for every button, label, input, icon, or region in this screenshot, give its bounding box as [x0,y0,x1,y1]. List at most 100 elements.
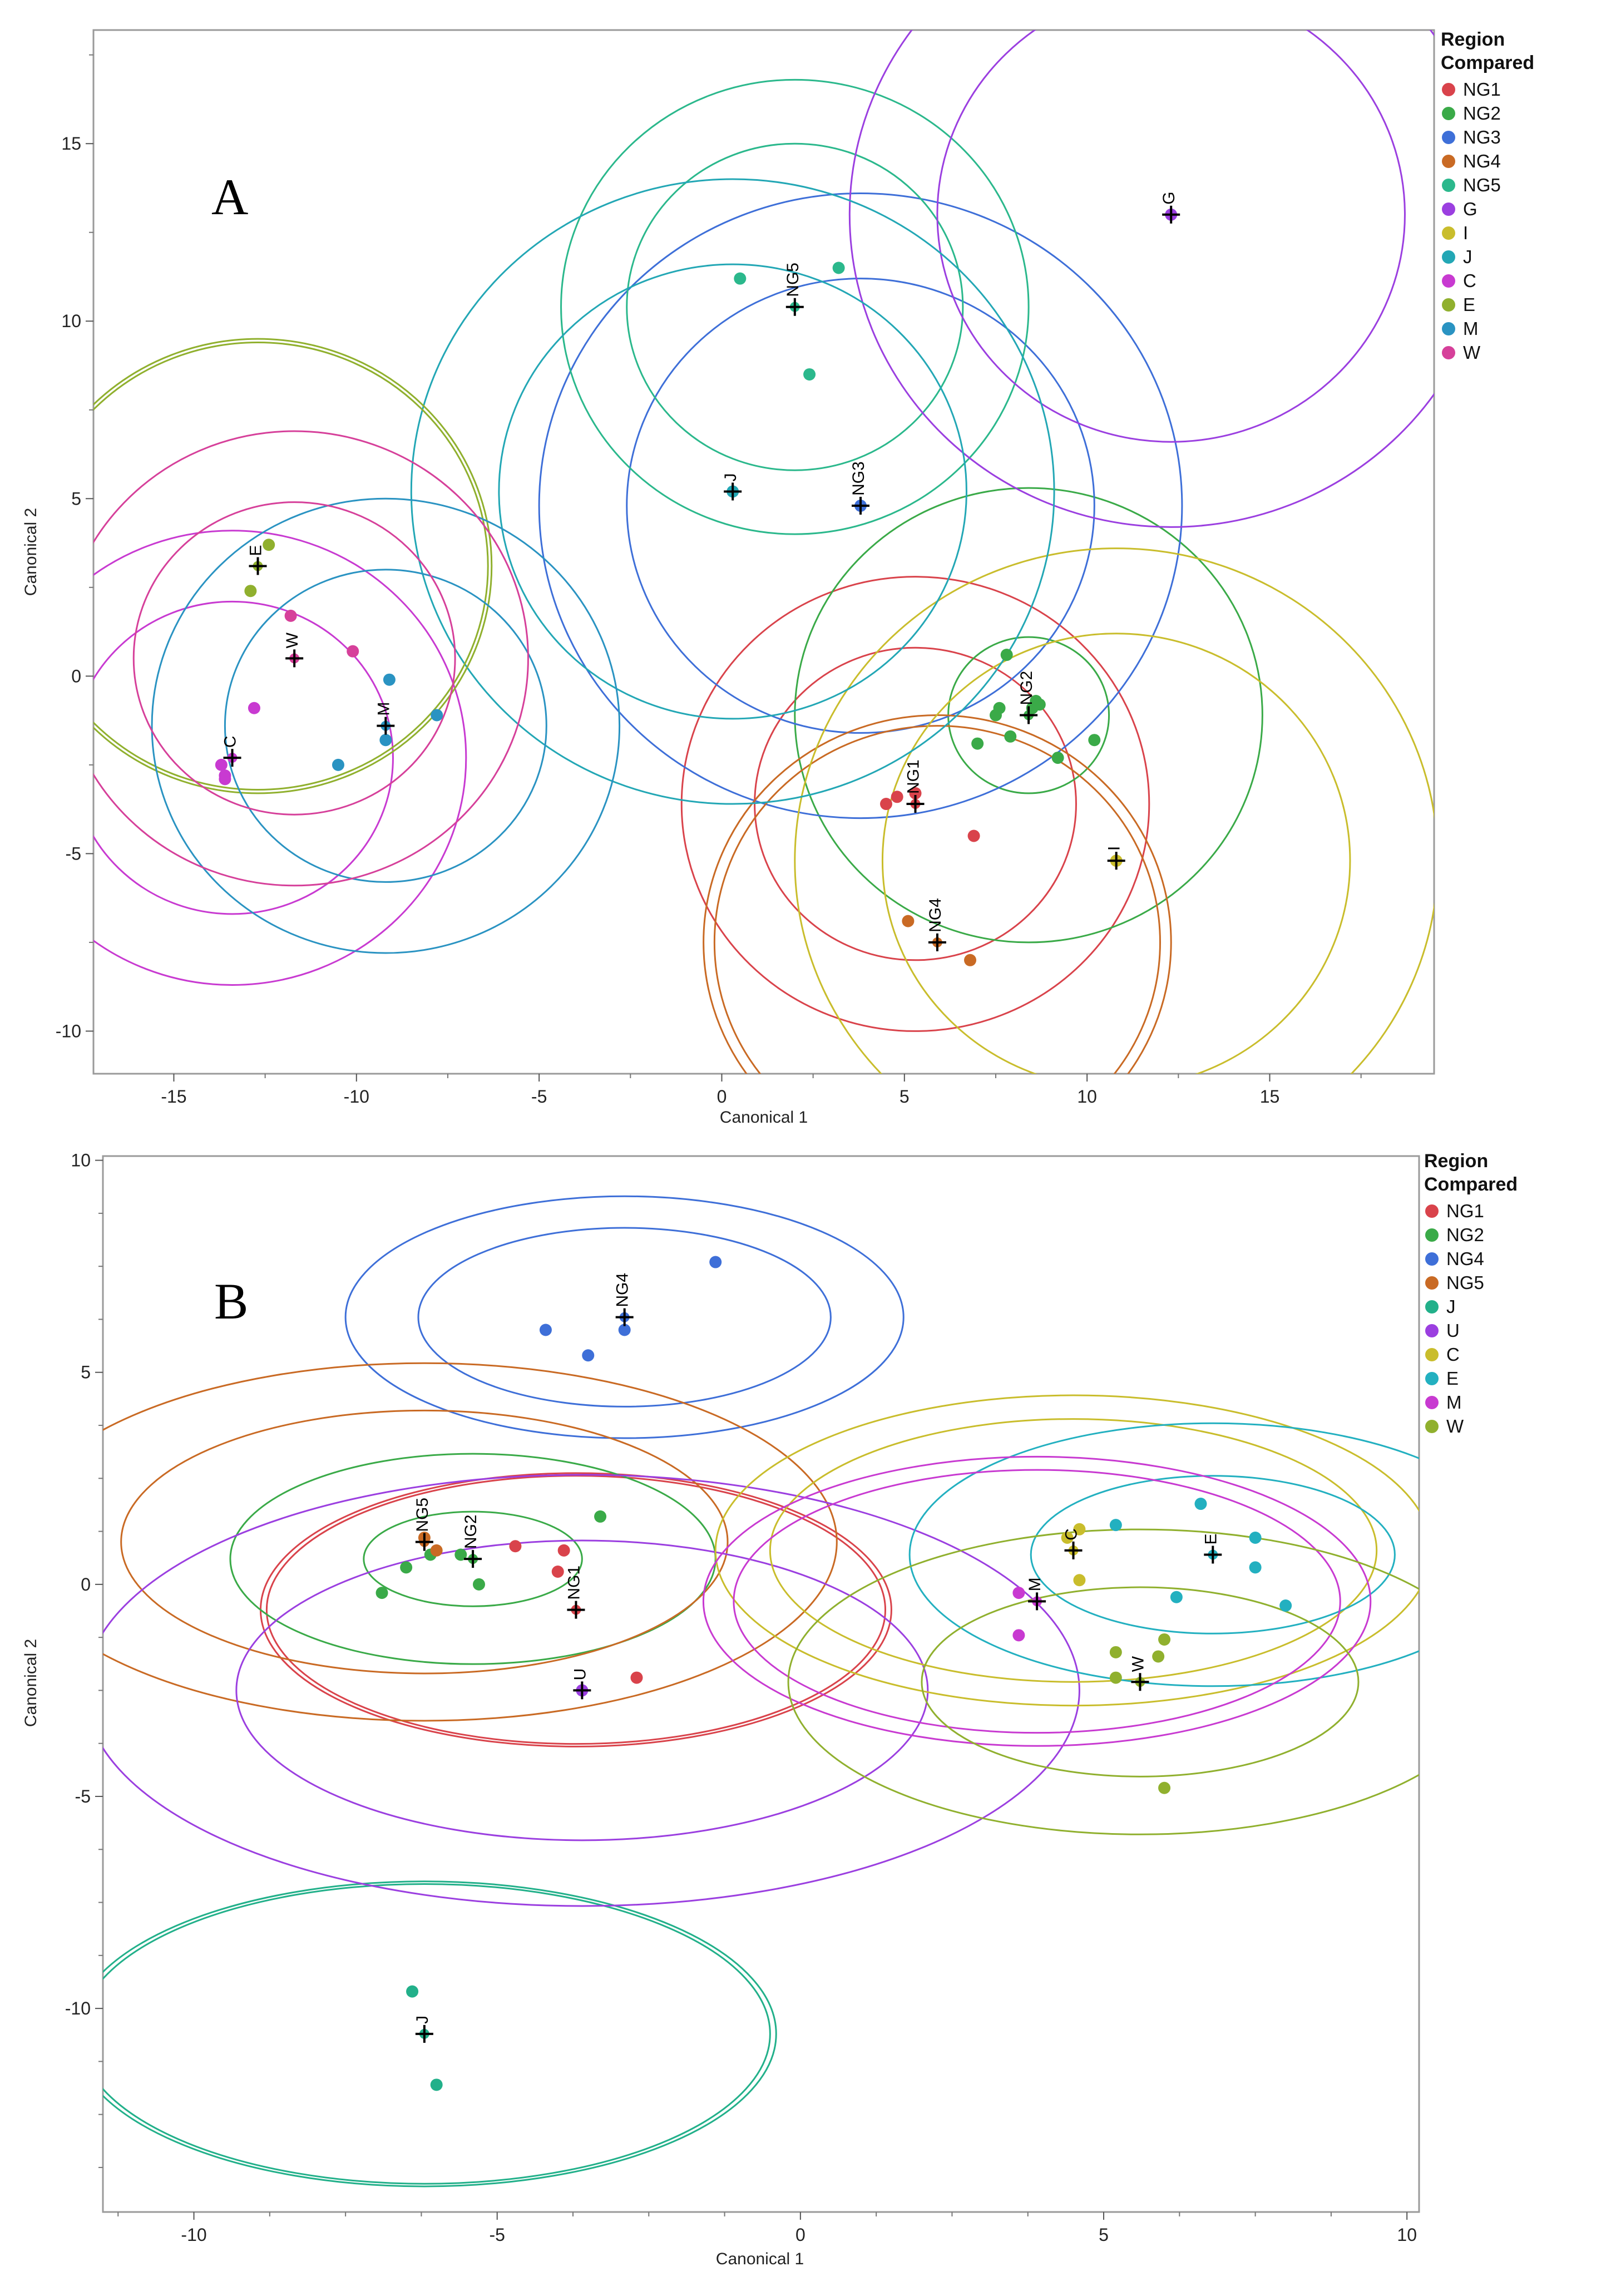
panel-letter-a: A [211,169,248,225]
data-point-ng4 [709,1256,722,1268]
centroid-marker-ng1 [906,795,925,813]
confidence-circle-ng5-inner [626,142,964,471]
centroid-label-ng3: NG3 [849,461,868,496]
legend-title-a: Region [1441,29,1505,50]
data-point-ng2 [971,737,984,750]
x-tick-label-a: -15 [161,1087,186,1107]
confidence-circle-ng3-inner [626,278,1095,734]
centroid-label-ng4: NG4 [614,1273,632,1307]
legend-swatch-w [1442,346,1455,359]
confidence-circle-ng2-inner [363,1510,583,1607]
centroid-label-w: W [283,632,302,648]
centroid-marker-w [285,649,304,668]
x-tick-label-a: -5 [531,1087,547,1107]
x-tick-label-a: 0 [717,1087,727,1107]
confidence-circle-m-inner [224,569,547,883]
data-point-ng5 [832,261,845,274]
centroid-marker-u [573,1681,591,1700]
x-tick-label-b: 5 [1099,2225,1109,2245]
legend-swatch-g [1442,203,1455,216]
data-point-c [215,758,228,771]
centroid-marker-ng3 [852,497,870,515]
data-point-m [383,673,396,686]
x-tick-label-b: 0 [795,2225,805,2245]
data-point-w [1158,1633,1171,1646]
confidence-circle-g-inner [936,30,1406,443]
legend-label-ng5: NG5 [1463,175,1501,195]
centroid-label-g: G [1160,191,1178,204]
confidence-circle-ng4-inner [713,725,1161,1074]
legend-swatch-i [1442,226,1455,240]
y-tick-label-b: -5 [75,1786,91,1806]
confidence-circle-u-inner [235,1539,929,1841]
y-tick-label-b: 10 [71,1151,91,1171]
x-axis-label-b: Canonical 1 [716,2250,804,2268]
confidence-circle-m-inner [733,1469,1341,1734]
confidence-circle-m-outer [702,1455,1372,1747]
confidence-circle-ng1-outer [680,576,1150,1032]
data-point-ng2 [454,1548,467,1561]
centroid-marker-c [223,749,241,767]
data-point-ng2 [1004,730,1017,743]
confidence-circle-i-outer [794,547,1434,1074]
legend-swatch-ng5 [1425,1276,1439,1290]
data-point-ng2 [989,709,1002,722]
confidence-circle-e-inner [1030,1475,1396,1635]
confidence-circle-ng4-inner [417,1227,832,1408]
data-point-ng1 [967,829,980,842]
data-point-ng2 [594,1510,607,1523]
data-point-j [430,2078,443,2091]
data-point-j [406,1985,419,1998]
legend-label-w: W [1446,1416,1464,1436]
legend-label-e: E [1463,294,1475,315]
legend-swatch-j [1442,250,1455,264]
axes-b: -10 -5 0 5 10 10 5 0 -5 -10 [65,1151,1417,2245]
plot-area-b: NG1 NG2 NG4 NG5 J U C E M W [103,1195,1419,2188]
confidence-circle-m-outer [151,497,621,954]
confidence-circle-g-outer [848,30,1434,528]
centroid-label-u: U [571,1668,589,1681]
x-axis-label-a: Canonical 1 [720,1108,808,1127]
centroid-label-c: C [1062,1528,1081,1540]
legend-label-i: I [1463,223,1468,243]
centroid-label-ng4: NG4 [926,898,945,932]
data-point-ng1 [557,1544,570,1557]
legend-swatch-j [1425,1300,1439,1314]
data-point-ng2 [1051,752,1064,764]
legend-label-w: W [1463,342,1481,363]
centroid-label-ng1: NG1 [565,1566,583,1600]
centroid-marker-ng5 [785,298,804,316]
centroid-label-w: W [1129,1656,1147,1672]
legend-label-ng3: NG3 [1463,127,1501,147]
data-point-ng2 [1088,734,1101,747]
centroid-label-ng1: NG1 [905,759,923,794]
confidence-circle-w-inner [921,1586,1360,1777]
legend-swatch-w [1425,1420,1439,1433]
legend-label-g: G [1463,199,1477,219]
data-point-e [1194,1498,1207,1510]
data-point-e [1249,1532,1262,1544]
centroid-marker-m [1028,1592,1046,1611]
legend-label-ng5: NG5 [1446,1272,1484,1293]
centroid-marker-m [377,717,395,735]
legend-label-ng4: NG4 [1463,151,1501,171]
centroid-label-m: M [374,702,393,716]
confidence-circle-c-outer [93,530,467,986]
legend-swatch-c [1425,1348,1439,1361]
data-point-ng5 [430,1544,443,1557]
data-point-w [1109,1646,1122,1658]
y-tick-label-a: 0 [71,666,81,686]
y-tick-label-a: 10 [61,311,81,331]
plot-area-a: NG1 NG2 NG3 NG4 NG5 G I J C E M W [93,30,1434,1074]
data-point-c [248,702,260,714]
data-point-w [1158,1781,1171,1794]
y-axis-label-a: Canonical 2 [22,508,40,596]
y-tick-label-b: 0 [81,1574,91,1594]
x-tick-label-b: -5 [489,2225,505,2245]
centroid-label-c: C [221,735,240,748]
legend-label-m: M [1446,1392,1462,1413]
centroid-label-ng2: NG2 [462,1514,480,1549]
